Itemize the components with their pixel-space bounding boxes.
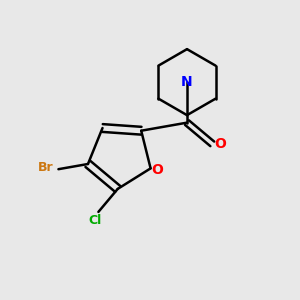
Text: O: O xyxy=(215,137,226,151)
Text: N: N xyxy=(181,75,192,89)
Text: Cl: Cl xyxy=(89,214,102,227)
Text: Br: Br xyxy=(38,161,54,174)
Text: O: O xyxy=(151,163,163,177)
